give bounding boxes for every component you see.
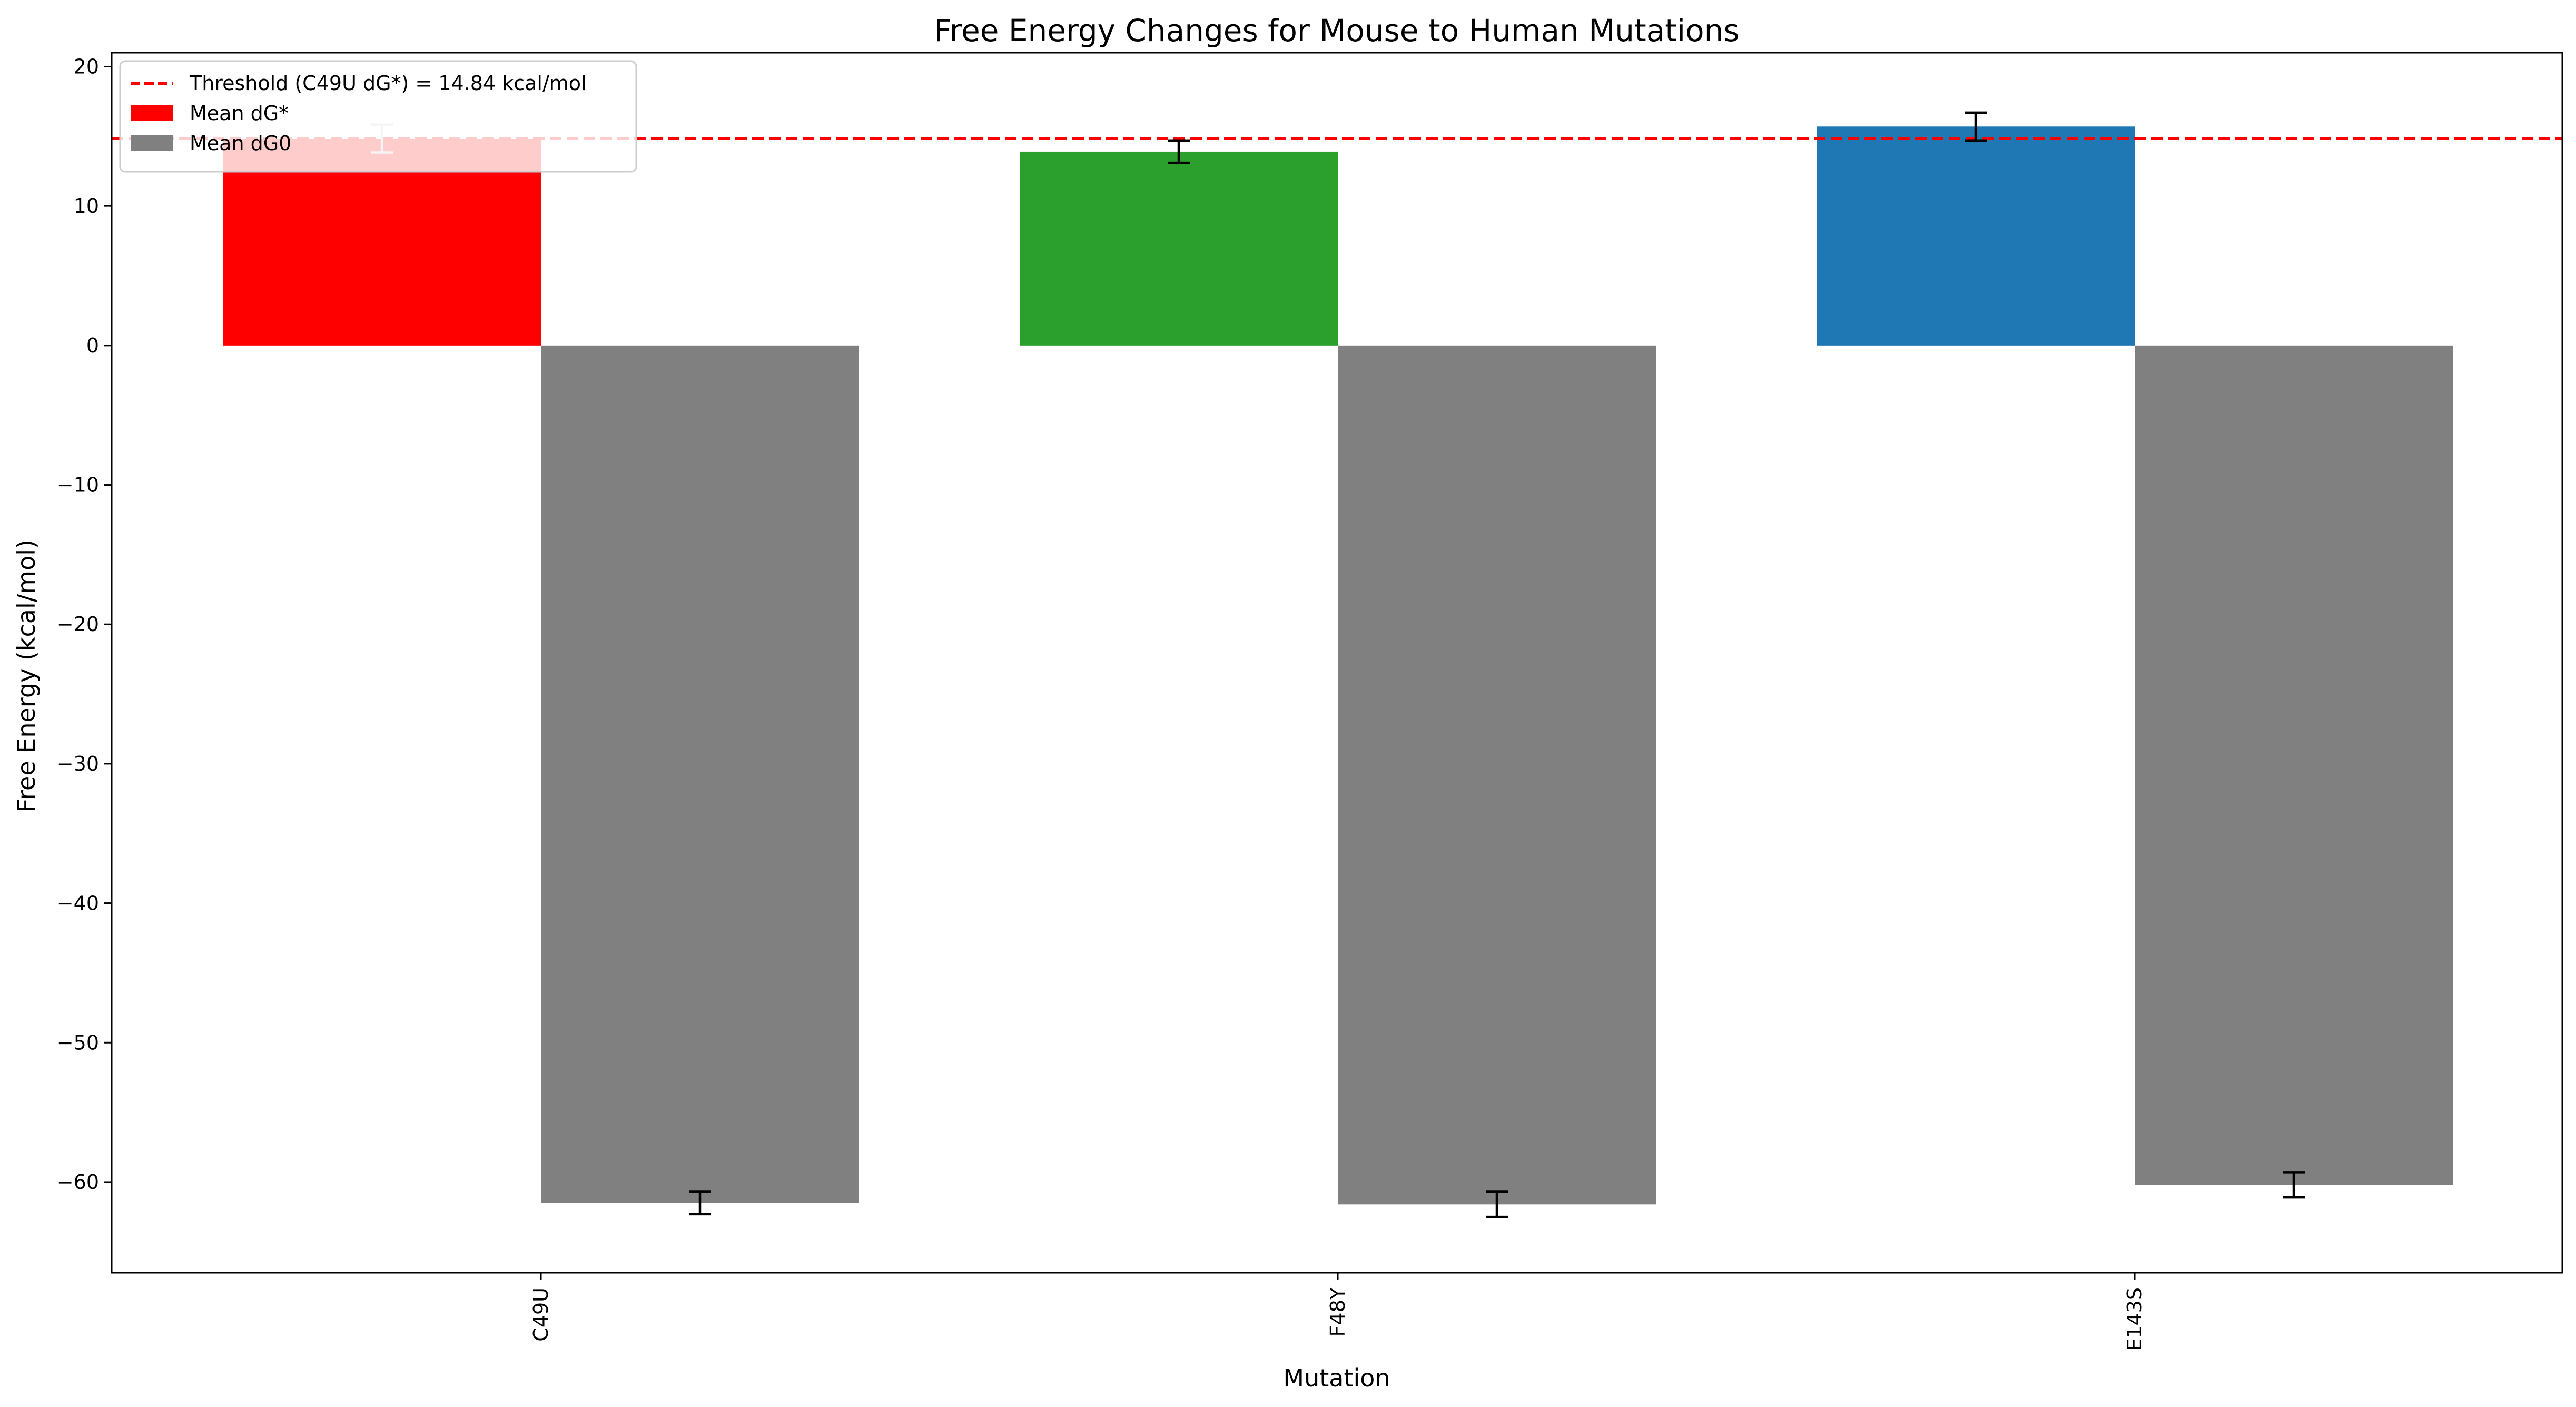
- y-tick-label: −50: [57, 1031, 99, 1054]
- bar-dg-star-f48y: [1020, 151, 1338, 346]
- y-tick-label: 0: [86, 334, 99, 357]
- error-bar-dg0-f48y: [1486, 1190, 1508, 1218]
- y-tick-label: −10: [57, 474, 99, 497]
- legend-box: [119, 60, 637, 173]
- bar-dg-star-e143s: [1817, 126, 2135, 346]
- chart-title: Free Energy Changes for Mouse to Human M…: [934, 13, 1739, 48]
- error-bar-dg0-e143s: [2283, 1171, 2305, 1199]
- legend-dg0-swatch: [131, 135, 173, 151]
- legend-dg-star-swatch: [131, 105, 173, 121]
- legend-dg-star-label: Mean dG*: [190, 102, 289, 125]
- plot-area: 20 10 0 −10 −20 −30 −40 −50 −60 C49U F48Y E143S: [57, 52, 2563, 1351]
- y-tick-label: −60: [57, 1170, 99, 1194]
- plot-frame: [111, 52, 2563, 1274]
- error-bar-dg0-c49u: [689, 1190, 711, 1216]
- y-tick-label: −40: [57, 892, 99, 915]
- error-bar-dg-star-e143s: [1965, 111, 1987, 142]
- legend-threshold-label: Threshold (C49U dG*) = 14.84 kcal/mol: [189, 72, 587, 95]
- legend: Threshold (C49U dG*) = 14.84 kcal/mol Mea…: [119, 60, 637, 173]
- bar-dg-star-c49u: [223, 139, 541, 346]
- x-tick-label: F48Y: [1326, 1287, 1349, 1336]
- x-tick-label: C49U: [529, 1287, 552, 1342]
- y-tick-label: 20: [74, 55, 99, 78]
- x-tick-label: E143S: [2123, 1287, 2146, 1351]
- bar-dg0-c49u: [541, 345, 859, 1203]
- y-tick-label: 10: [74, 194, 99, 218]
- bar-dg0-f48y: [1338, 345, 1656, 1205]
- error-bar-dg-star-f48y: [1168, 139, 1190, 164]
- y-tick-label: −30: [57, 752, 99, 775]
- x-axis-label: Mutation: [1283, 1364, 1390, 1392]
- y-tick-label: −20: [57, 613, 99, 636]
- y-axis-label: Free Energy (kcal/mol): [12, 539, 41, 812]
- legend-dg0-label: Mean dG0: [190, 132, 291, 155]
- bar-dg0-e143s: [2135, 345, 2453, 1185]
